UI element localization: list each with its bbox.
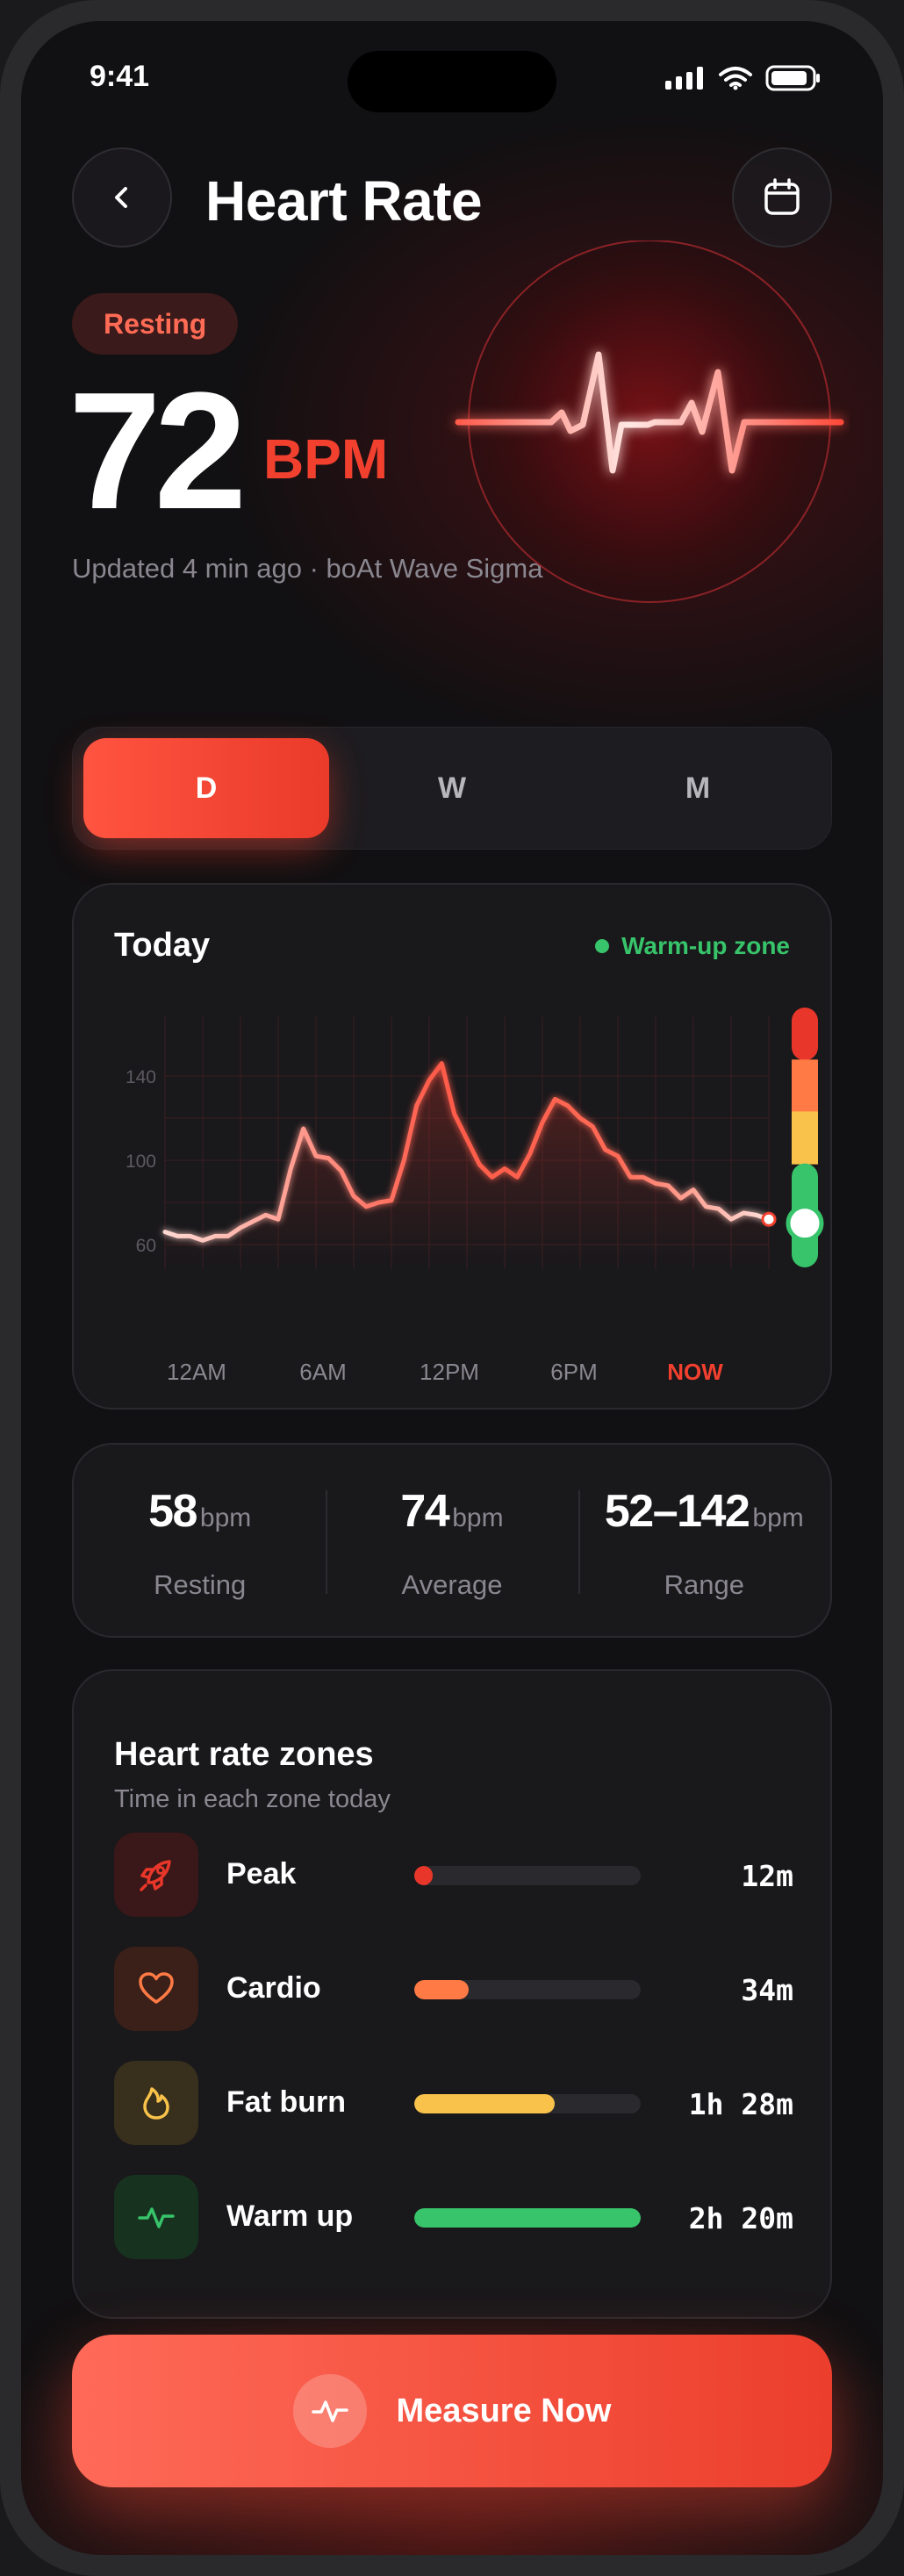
zone-label: Warm-up zone bbox=[621, 932, 790, 959]
stat-label: Average bbox=[401, 1569, 503, 1600]
zone-bar-fill bbox=[414, 2094, 555, 2113]
zone-name: Cardio bbox=[226, 1971, 321, 2005]
tab-day[interactable]: D bbox=[83, 738, 329, 838]
zone-time: 2h 20m bbox=[688, 2201, 793, 2235]
zone-name: Fat burn bbox=[226, 2085, 346, 2119]
zone-icon-box bbox=[114, 2061, 198, 2145]
zone-bar-fill bbox=[414, 1866, 433, 1885]
stat-unit: bpm bbox=[752, 1503, 804, 1532]
rocket-icon bbox=[140, 1860, 171, 1891]
status-time: 9:41 bbox=[90, 60, 150, 93]
zone-icon-box bbox=[114, 1947, 198, 2031]
zone-row-cardio[interactable]: Cardio 34m bbox=[114, 1947, 793, 2031]
heart-rate-chart[interactable]: 140 100 60 12AM 6AM 12PM 6PM NOW bbox=[74, 885, 834, 1411]
zone-time: 34m bbox=[741, 1973, 793, 2007]
state-pill: Resting bbox=[72, 293, 239, 355]
zone-time: 12m bbox=[741, 1859, 793, 1893]
y-tick-label: 140 bbox=[126, 1067, 156, 1087]
zone-dot bbox=[595, 939, 610, 953]
stat-resting: 58 bpm Resting bbox=[74, 1445, 326, 1636]
zone-bar-track bbox=[414, 1980, 641, 1999]
measure-label: Measure Now bbox=[396, 2392, 612, 2429]
range-tabs: D W M bbox=[72, 727, 832, 850]
zone-row-peak[interactable]: Peak 12m bbox=[114, 1833, 793, 1917]
y-tick-label: 60 bbox=[136, 1236, 156, 1256]
zone-time: 1h 28m bbox=[688, 2087, 793, 2121]
measure-now-button[interactable]: Measure Now bbox=[72, 2335, 832, 2487]
page-title: Heart Rate bbox=[205, 169, 483, 233]
zone-icon-box bbox=[114, 2175, 198, 2259]
chevron-left-icon bbox=[115, 187, 127, 208]
stat-label: Resting bbox=[154, 1569, 247, 1600]
stat-range: 52–142 bpm Range bbox=[578, 1445, 830, 1636]
pulse-icon bbox=[138, 2207, 175, 2228]
heartbeat-line bbox=[455, 351, 844, 474]
stat-unit: bpm bbox=[452, 1503, 504, 1532]
zone-indicator: Warm-up zone bbox=[595, 932, 790, 960]
today-chart-card: Today Warm-up zone 140 100 60 12AM 6AM 12PM 6P… bbox=[72, 883, 832, 1410]
x-tick-label: 12AM bbox=[167, 1359, 226, 1385]
back-button[interactable] bbox=[72, 147, 172, 248]
x-tick-label: 6PM bbox=[550, 1359, 597, 1385]
zone-gauge-knob bbox=[786, 1204, 824, 1243]
status-icons bbox=[665, 65, 821, 91]
zone-bar-track bbox=[414, 2208, 641, 2228]
bpm-unit: BPM bbox=[263, 427, 389, 491]
zone-gauge-segment bbox=[792, 1111, 818, 1165]
zones-title: Heart rate zones bbox=[114, 1736, 374, 1773]
x-tick-label: NOW bbox=[667, 1359, 723, 1385]
calendar-button[interactable] bbox=[732, 147, 832, 248]
pulse-graphic bbox=[428, 240, 850, 627]
zone-icon-box bbox=[114, 1833, 198, 1917]
zone-bar-track bbox=[414, 1866, 641, 1885]
screen: 9:41 Heart R bbox=[21, 21, 883, 2555]
heart-rate-zones-card: Heart rate zones Time in each zone today… bbox=[72, 1669, 832, 2319]
chart-title: Today bbox=[114, 927, 211, 964]
x-tick-label: 6AM bbox=[299, 1359, 346, 1385]
stat-value: 58 bbox=[148, 1486, 197, 1537]
battery-icon bbox=[765, 65, 820, 91]
stat-value: 74 bbox=[400, 1486, 449, 1537]
zone-gauge-segment bbox=[792, 1008, 818, 1061]
zone-row-warm-up[interactable]: Warm up 2h 20m bbox=[114, 2175, 793, 2259]
status-bar: 9:41 bbox=[21, 21, 883, 135]
dynamic-island bbox=[348, 51, 556, 112]
bpm-value: 72 bbox=[68, 358, 247, 544]
chart-series-line bbox=[162, 1061, 771, 1243]
updated-text: Updated 4 min ago · boAt Wave Sigma bbox=[72, 553, 543, 584]
tab-month[interactable]: M bbox=[685, 771, 711, 805]
y-tick-label: 100 bbox=[126, 1152, 156, 1172]
stat-label: Range bbox=[664, 1569, 744, 1600]
heart-icon bbox=[139, 1972, 174, 2004]
zone-bar-track bbox=[414, 2094, 641, 2113]
zone-bar-fill bbox=[414, 2208, 641, 2228]
stat-value: 52–142 bbox=[604, 1486, 750, 1537]
stat-average: 74 bpm Average bbox=[326, 1445, 578, 1636]
x-tick-label: 12PM bbox=[420, 1359, 479, 1385]
zone-name: Peak bbox=[226, 1857, 297, 1891]
flame-icon bbox=[143, 2087, 169, 2120]
pulse-icon bbox=[311, 2400, 348, 2422]
zone-name: Warm up bbox=[226, 2199, 354, 2233]
measure-icon-circle bbox=[292, 2374, 367, 2448]
zones-subtitle: Time in each zone today bbox=[114, 1785, 391, 1813]
tab-week[interactable]: W bbox=[437, 771, 467, 805]
wifi-icon bbox=[719, 67, 752, 90]
chart-area bbox=[165, 1063, 769, 1266]
current-point bbox=[761, 1211, 777, 1227]
calendar-icon bbox=[764, 178, 800, 215]
signal-icon bbox=[665, 67, 703, 90]
zone-bar-fill bbox=[414, 1980, 469, 1999]
zone-row-fat-burn[interactable]: Fat burn 1h 28m bbox=[114, 2061, 793, 2145]
zone-gauge-segment bbox=[792, 1059, 818, 1113]
stats-card: 58 bpm Resting 74 bpm Average 52–142 bpm Ra… bbox=[72, 1443, 832, 1638]
stat-unit: bpm bbox=[199, 1503, 252, 1532]
